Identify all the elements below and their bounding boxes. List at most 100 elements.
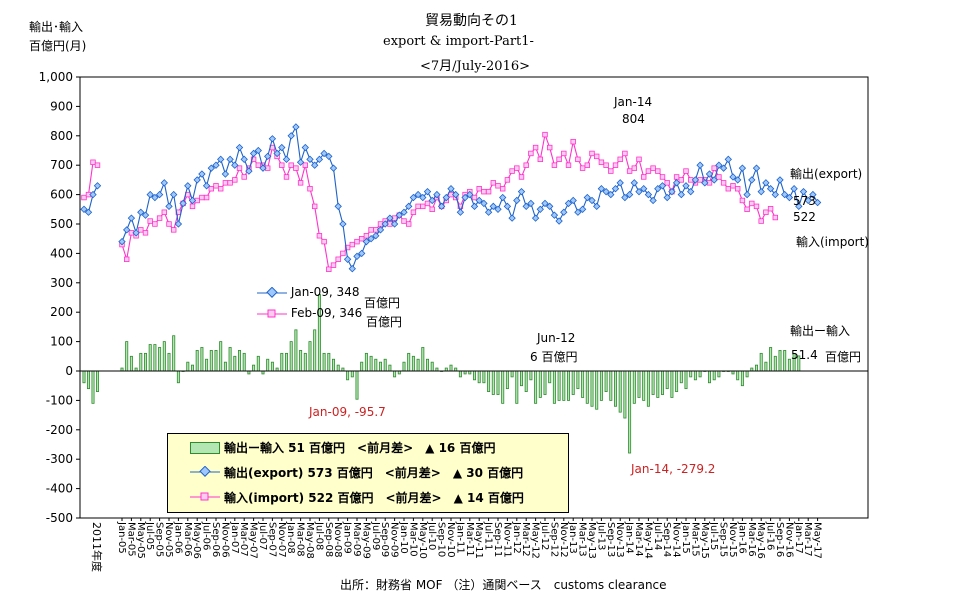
export-point	[743, 190, 751, 199]
balance-bar	[562, 370, 566, 401]
x-tick-label: Mar-14	[633, 522, 644, 557]
export-point	[555, 217, 563, 225]
gridlines	[79, 76, 869, 519]
import-point	[622, 150, 628, 157]
balance-bar	[167, 352, 171, 372]
balance-bar	[355, 370, 359, 400]
balance-bar	[148, 344, 152, 372]
export-point	[268, 135, 277, 143]
x-tick-label: May-05	[135, 522, 146, 559]
export-point	[593, 202, 601, 211]
balance-bar	[195, 350, 199, 372]
export-point	[437, 202, 446, 211]
balance-bar	[360, 361, 364, 372]
export-point	[621, 193, 629, 202]
balance-bar	[378, 361, 382, 372]
balance-bar	[214, 350, 218, 372]
import-point	[645, 168, 652, 174]
export-point	[795, 202, 803, 211]
export-point	[127, 214, 136, 222]
x-tick-label: Mar-17	[802, 522, 813, 557]
balance-bar	[515, 370, 519, 404]
x-tick-label: Nov-15	[727, 522, 738, 558]
y-tick-label: -300	[46, 452, 73, 466]
export-point	[202, 182, 211, 190]
x-tick-label: Mar-12	[520, 522, 531, 557]
x-tick-label: Sep-10	[436, 522, 447, 557]
balance-bar	[284, 352, 288, 372]
x-tick-label: May-13	[586, 522, 597, 559]
export-point	[381, 220, 389, 228]
x-tick-label: Sep-14	[661, 522, 672, 557]
export-point	[254, 146, 262, 155]
balance-bar	[764, 361, 768, 372]
x-tick-label: Mar-11	[464, 522, 475, 557]
export-point	[287, 132, 295, 140]
export-point	[766, 185, 775, 193]
import-point	[499, 186, 506, 192]
export-point	[296, 158, 305, 166]
balance-bar	[599, 370, 603, 401]
import-point	[608, 168, 614, 174]
export-point	[574, 208, 582, 216]
y-tick-label: 1,000	[39, 70, 73, 84]
balance-bar	[219, 341, 223, 372]
export-point	[264, 152, 272, 161]
balance-bar	[350, 370, 354, 378]
x-tick-label: Nov-12	[558, 522, 569, 558]
import-point	[368, 227, 374, 233]
x-tick-label: Sep-15	[718, 522, 729, 557]
export-point	[470, 202, 479, 211]
balance-bar	[425, 358, 429, 372]
balance-bar	[712, 370, 716, 381]
export-point	[682, 182, 690, 190]
balance-bar	[411, 355, 415, 372]
x-tick-label: May-08	[304, 522, 315, 559]
export-point	[198, 170, 206, 178]
balance-bar	[153, 344, 157, 372]
export-point	[799, 187, 808, 196]
x-tick-label: Nov-16	[783, 522, 794, 558]
export-point	[527, 199, 535, 208]
balance-bar	[632, 370, 636, 404]
import-last-value: 522	[793, 210, 816, 224]
y-tick-label: 300	[50, 276, 73, 290]
balance-bar	[656, 370, 660, 398]
export-point	[376, 226, 385, 234]
export-point	[785, 193, 794, 202]
import-point	[716, 174, 722, 180]
x-tick-label: Mar-06	[182, 522, 193, 557]
x-tick-label: Mar-07	[238, 522, 249, 557]
export-point	[687, 187, 695, 196]
export-point	[395, 211, 403, 219]
export-point	[480, 199, 488, 208]
export-point	[452, 190, 460, 199]
export-point	[658, 182, 667, 190]
balance-bar	[228, 347, 232, 372]
x-tick-label: Jan-13	[567, 521, 578, 554]
balance-bar	[303, 352, 307, 372]
balance-bar	[543, 370, 547, 395]
balance-bar	[538, 370, 542, 398]
export-point	[343, 255, 352, 263]
export-point	[715, 161, 723, 169]
export-point	[179, 199, 187, 208]
y-tick-label: 800	[50, 129, 73, 143]
export-point	[188, 196, 197, 205]
jan14-peak-value: 804	[622, 112, 645, 126]
balance-bar	[661, 370, 665, 395]
x-tick-label: Jan-05	[116, 521, 127, 554]
jun12-value: 6 百億円	[530, 350, 578, 364]
balance-bar	[205, 358, 209, 372]
balance-bar	[327, 352, 331, 372]
export-point	[696, 161, 704, 169]
export-point	[724, 155, 732, 163]
export-point	[771, 190, 779, 199]
export-point	[654, 185, 662, 193]
export-point	[578, 205, 587, 213]
export-point	[776, 176, 784, 184]
export-point	[710, 176, 718, 184]
balance-bar	[172, 335, 176, 372]
balance-bar	[336, 364, 340, 372]
